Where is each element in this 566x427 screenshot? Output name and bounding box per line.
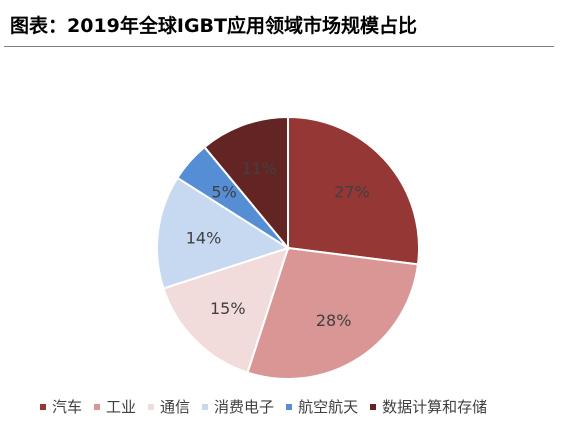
legend-label: 数据计算和存储 [382, 398, 488, 416]
legend-label: 工业 [106, 398, 137, 416]
legend-swatch [202, 403, 209, 410]
pie-chart: 27% 28% 15% 14% 5% 11% [156, 115, 420, 380]
legend-item-5: 航空航天 [286, 396, 358, 417]
pie-data-label-1: 27% [334, 183, 370, 202]
chart-legend: 汽车 工业 通信 消费电子 航空航天 数据计算和存储 [40, 396, 487, 417]
pie-data-label-2: 28% [316, 311, 352, 330]
legend-item-2: 工业 [94, 396, 136, 417]
legend-swatch [40, 403, 46, 410]
pie-data-label-3: 15% [210, 299, 246, 318]
pie-data-label-6: 11% [241, 159, 277, 178]
pie-data-label-5: 5% [211, 183, 236, 202]
legend-swatch [148, 403, 155, 410]
legend-swatch [370, 403, 377, 410]
pie-slice-6 [203, 115, 289, 251]
pie-slice-1 [287, 115, 420, 266]
legend-label: 汽车 [52, 398, 83, 416]
legend-item-1: 汽车 [40, 396, 82, 417]
legend-swatch [94, 403, 101, 410]
legend-item-3: 通信 [148, 396, 190, 417]
legend-label: 消费电子 [214, 398, 275, 416]
legend-item-6: 数据计算和存储 [370, 396, 487, 417]
legend-label: 航空航天 [298, 398, 359, 416]
legend-item-4: 消费电子 [202, 396, 274, 417]
legend-label: 通信 [160, 398, 191, 416]
pie-slice-4 [156, 176, 291, 290]
legend-swatch [286, 403, 293, 410]
title-divider [4, 46, 554, 47]
chart-title: 图表：2019年全球IGBT应用领域市场规模占比 [10, 15, 417, 37]
pie-data-label-4: 14% [186, 228, 222, 247]
pie-slice-2 [246, 246, 420, 380]
